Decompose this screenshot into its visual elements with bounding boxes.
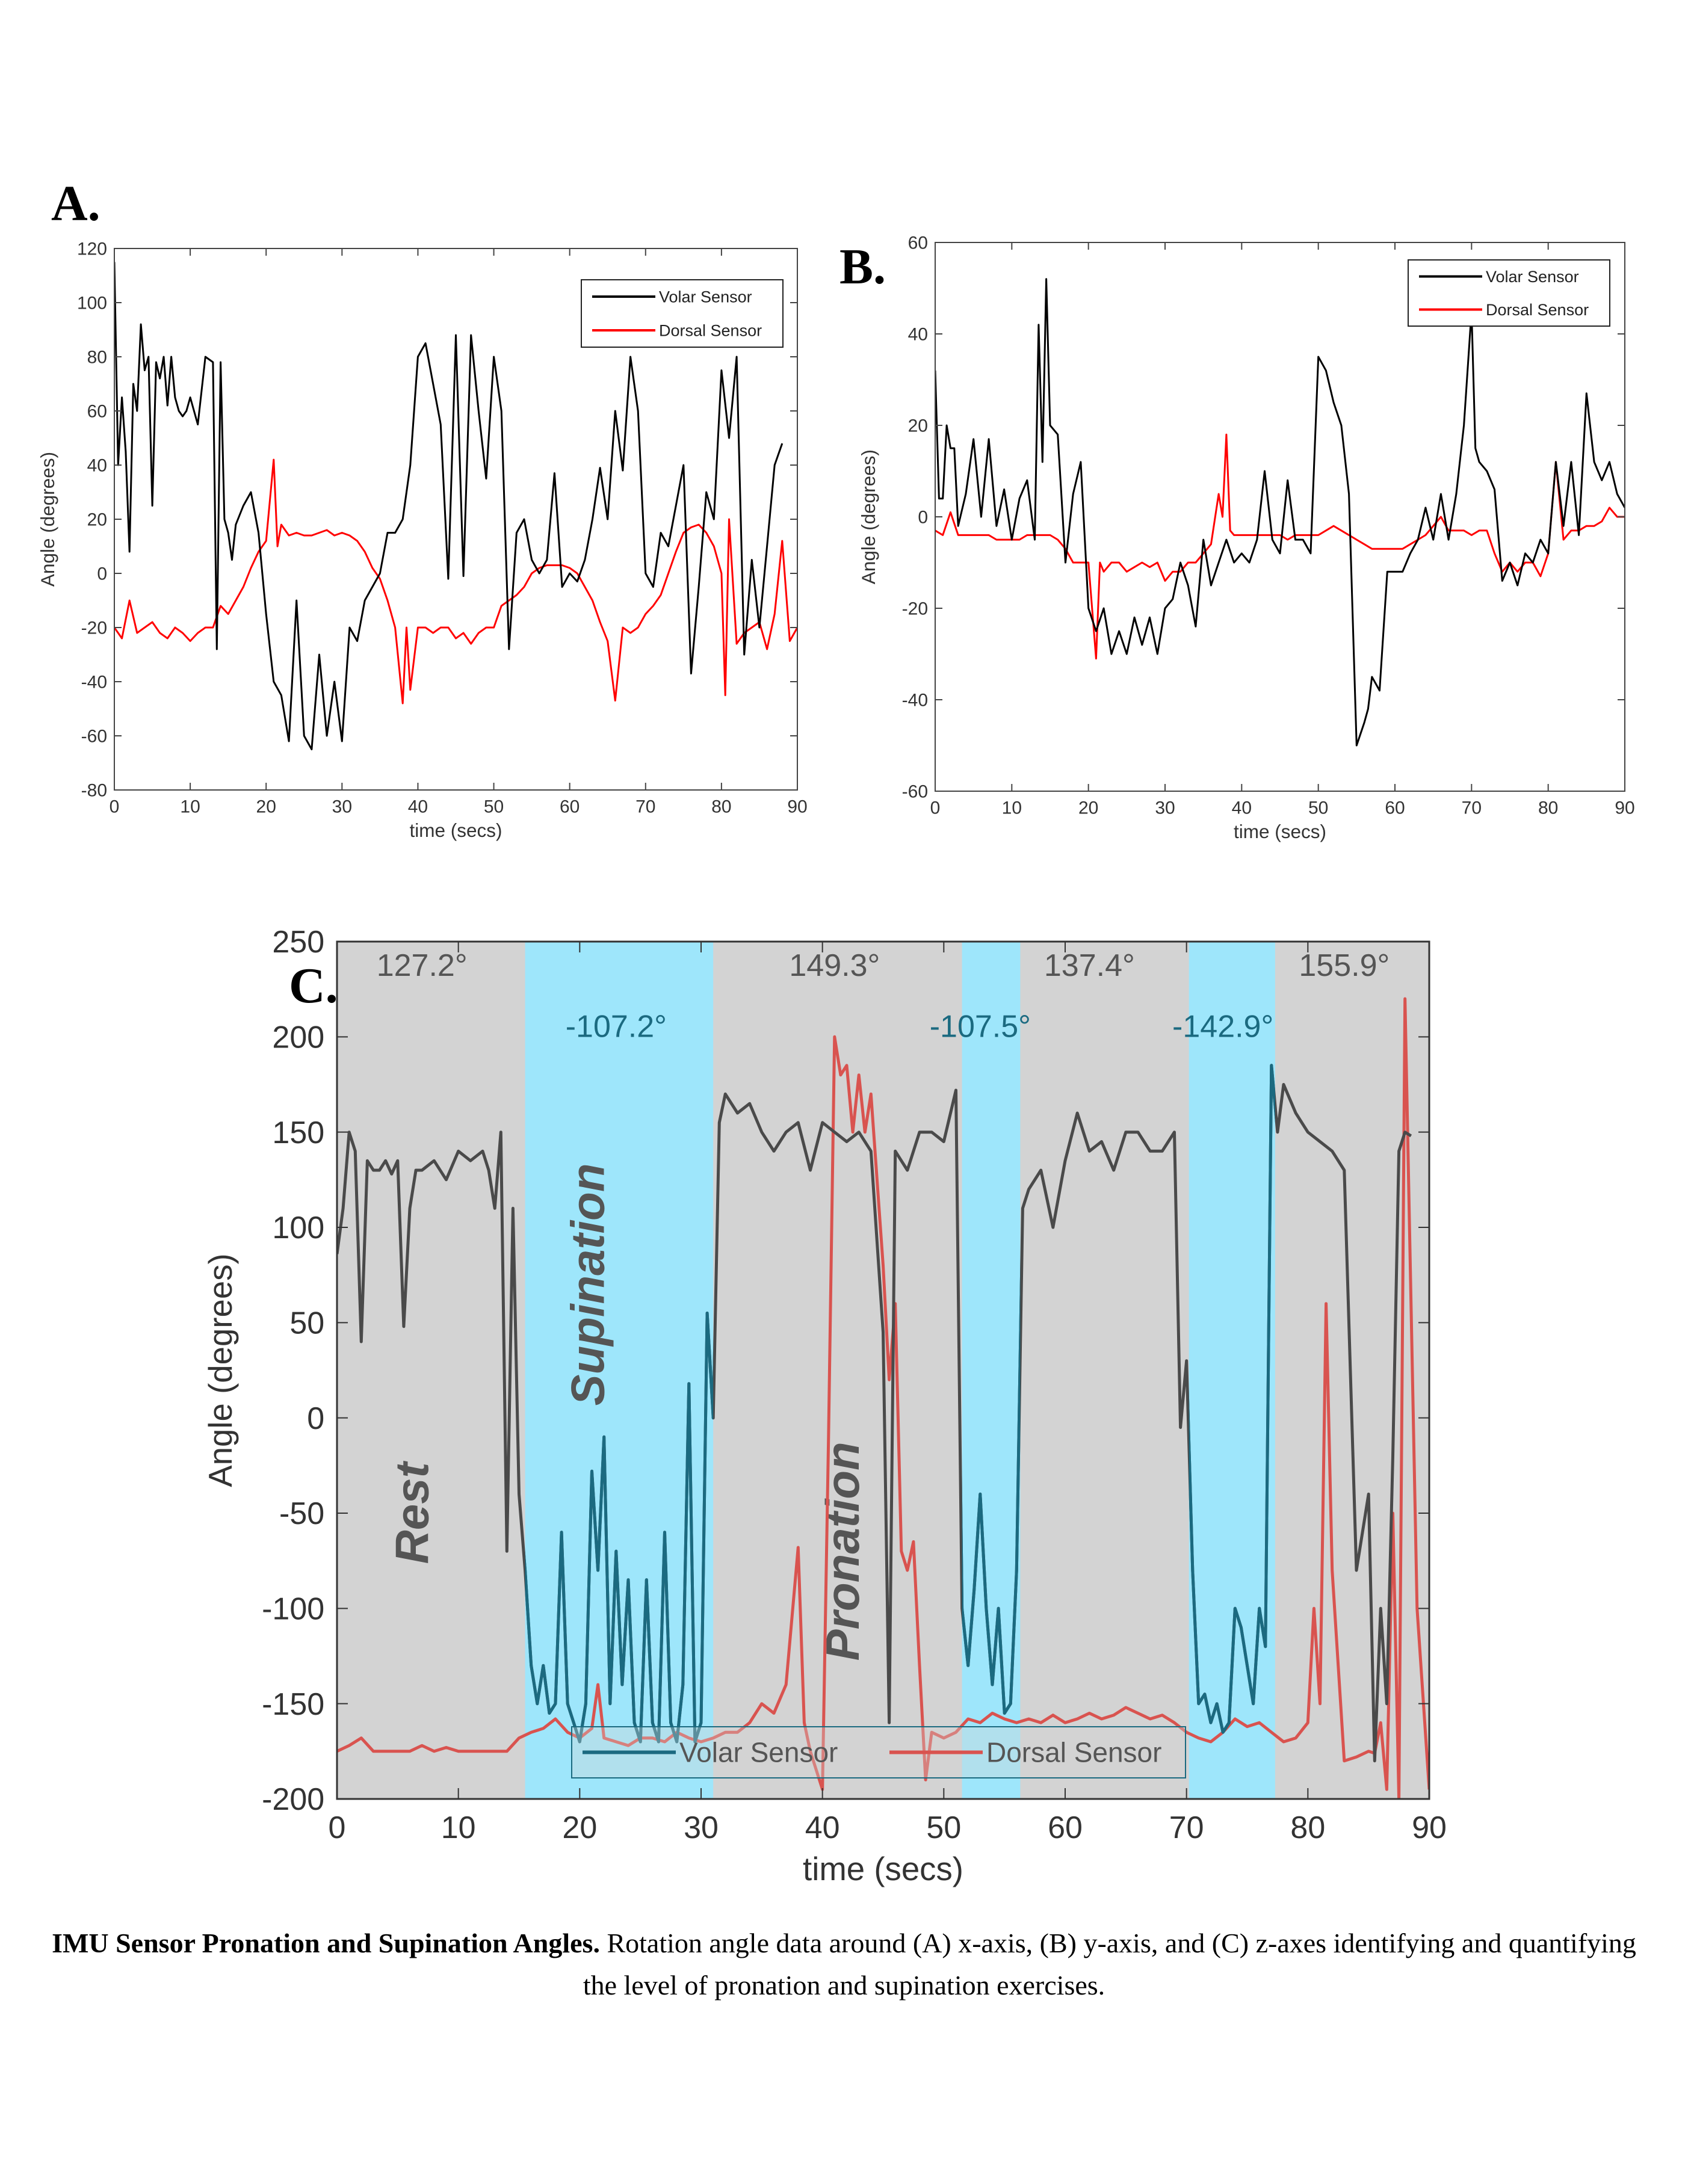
- phase-label-supination: Supination: [561, 1164, 614, 1406]
- x-tick-label: 0: [329, 1810, 346, 1845]
- legend-label-volar: Volar Sensor: [679, 1737, 838, 1768]
- x-tick-label: 90: [1412, 1810, 1447, 1845]
- supination-band-0: [525, 942, 714, 1799]
- phase-label-rest: Rest: [385, 1460, 438, 1564]
- x-tick-label: 70: [1462, 798, 1482, 818]
- x-tick-label: 20: [1078, 798, 1098, 818]
- y-tick-label: 120: [77, 239, 107, 259]
- plot-area: [935, 242, 1625, 791]
- y-tick-label: -60: [81, 727, 107, 747]
- y-tick-label: -80: [81, 781, 107, 801]
- y-tick-label: -20: [81, 618, 107, 638]
- y-tick-label: 60: [87, 402, 107, 422]
- legend-label-dorsal: Dorsal Sensor: [1486, 301, 1589, 319]
- x-tick-label: 0: [110, 797, 120, 817]
- legend-label-dorsal: Dorsal Sensor: [986, 1737, 1161, 1768]
- y-tick-label: -40: [902, 691, 928, 711]
- x-tick-label: 30: [684, 1810, 719, 1845]
- y-tick-label: 150: [272, 1115, 324, 1150]
- series-line-dorsal: [114, 458, 797, 705]
- series-line-volar-band: [1189, 1064, 1275, 1734]
- y-tick-label: 20: [908, 416, 928, 436]
- y-tick-label: 0: [307, 1401, 324, 1436]
- y-tick-label: 50: [289, 1306, 324, 1341]
- legend-label-volar: Volar Sensor: [659, 288, 752, 306]
- x-tick-label: 30: [1155, 798, 1175, 818]
- legend-box: [1408, 259, 1610, 327]
- x-axis-label: time (secs): [803, 1851, 963, 1887]
- legend-label-dorsal: Dorsal Sensor: [659, 321, 762, 339]
- x-tick-label: 70: [1169, 1810, 1204, 1845]
- series-line-volar: [935, 278, 1625, 747]
- y-tick-label: 0: [97, 564, 107, 584]
- caption-title: IMU Sensor Pronation and Supination Angl…: [52, 1928, 600, 1958]
- angle-annotation: 137.4°: [1044, 948, 1135, 983]
- y-tick-label: 100: [272, 1211, 324, 1245]
- x-tick-label: 90: [787, 797, 807, 817]
- y-axis-label: Angle (degrees): [858, 449, 879, 584]
- chart-a: 0 10 20 30 40 50 60 70 80 90 -80 -60 -40 -20 0 20 40 60 80…: [37, 239, 808, 842]
- y-tick-label: 20: [87, 510, 107, 530]
- y-tick-label: -50: [279, 1496, 324, 1531]
- x-tick-label: 40: [805, 1810, 840, 1845]
- y-tick-label: -20: [902, 599, 928, 619]
- x-tick-label: 20: [256, 797, 276, 817]
- y-tick-label: 60: [908, 233, 928, 253]
- x-tick-label: 0: [930, 798, 941, 818]
- figure-caption: IMU Sensor Pronation and Supination Angl…: [36, 1922, 1652, 2007]
- legend-box: [581, 279, 784, 348]
- x-tick-label: 60: [560, 797, 580, 817]
- x-tick-label: 10: [180, 797, 200, 817]
- x-tick-label: 60: [1048, 1810, 1083, 1845]
- panel-label-b: B.: [839, 239, 886, 295]
- panel-label-a: A.: [51, 176, 100, 232]
- y-tick-label: 200: [272, 1020, 324, 1055]
- y-tick-label: 40: [908, 325, 928, 345]
- x-tick-label: 80: [711, 797, 731, 817]
- angle-annotation: -107.5°: [930, 1009, 1031, 1044]
- angle-annotation: 155.9°: [1299, 948, 1390, 983]
- angle-annotation: 149.3°: [789, 948, 880, 983]
- x-tick-label: 40: [408, 797, 428, 817]
- angle-annotation: 127.2°: [377, 948, 468, 983]
- x-tick-label: 50: [926, 1810, 961, 1845]
- x-tick-label: 50: [1308, 798, 1328, 818]
- plot-frame: [336, 940, 1430, 1800]
- x-tick-label: 80: [1538, 798, 1558, 818]
- x-tick-label: 40: [1232, 798, 1252, 818]
- chart-b: 0 10 20 30 40 50 60 70 80 90 -60 -40 -20 0 20 40 60 time …: [858, 233, 1635, 843]
- x-tick-label: 30: [332, 797, 352, 817]
- x-tick-label: 60: [1385, 798, 1405, 818]
- x-axis-label: time (secs): [1234, 821, 1326, 842]
- angle-annotation: -142.9°: [1172, 1009, 1273, 1044]
- y-tick-label: 250: [272, 925, 324, 960]
- x-tick-label: 50: [484, 797, 504, 817]
- caption-text: Rotation angle data around (A) x-axis, (…: [583, 1928, 1636, 2000]
- x-tick-label: 80: [1290, 1810, 1325, 1845]
- x-tick-label: 10: [441, 1810, 476, 1845]
- y-tick-label: -40: [81, 673, 107, 693]
- y-axis-label: Angle (degrees): [37, 452, 58, 587]
- y-tick-label: 100: [77, 294, 107, 313]
- y-tick-label: 80: [87, 348, 107, 368]
- y-tick-label: -150: [262, 1687, 324, 1722]
- y-tick-label: 40: [87, 456, 107, 476]
- x-tick-label: 70: [635, 797, 655, 817]
- series-line-dorsal: [935, 433, 1625, 660]
- x-tick-label: 10: [1002, 798, 1022, 818]
- y-tick-label: 0: [918, 508, 928, 528]
- y-axis-label: Angle (degrees): [202, 1253, 239, 1487]
- x-tick-label: 90: [1615, 798, 1634, 818]
- panel-label-c: C.: [289, 958, 338, 1014]
- y-tick-label: -200: [262, 1782, 324, 1817]
- y-tick-label: -100: [262, 1592, 324, 1627]
- y-tick-label: -60: [902, 782, 928, 802]
- x-axis-label: time (secs): [409, 819, 502, 841]
- legend-label-volar: Volar Sensor: [1486, 268, 1579, 286]
- series-line-volar: [114, 262, 784, 750]
- x-tick-label: 20: [562, 1810, 597, 1845]
- angle-annotation: -107.2°: [566, 1009, 667, 1044]
